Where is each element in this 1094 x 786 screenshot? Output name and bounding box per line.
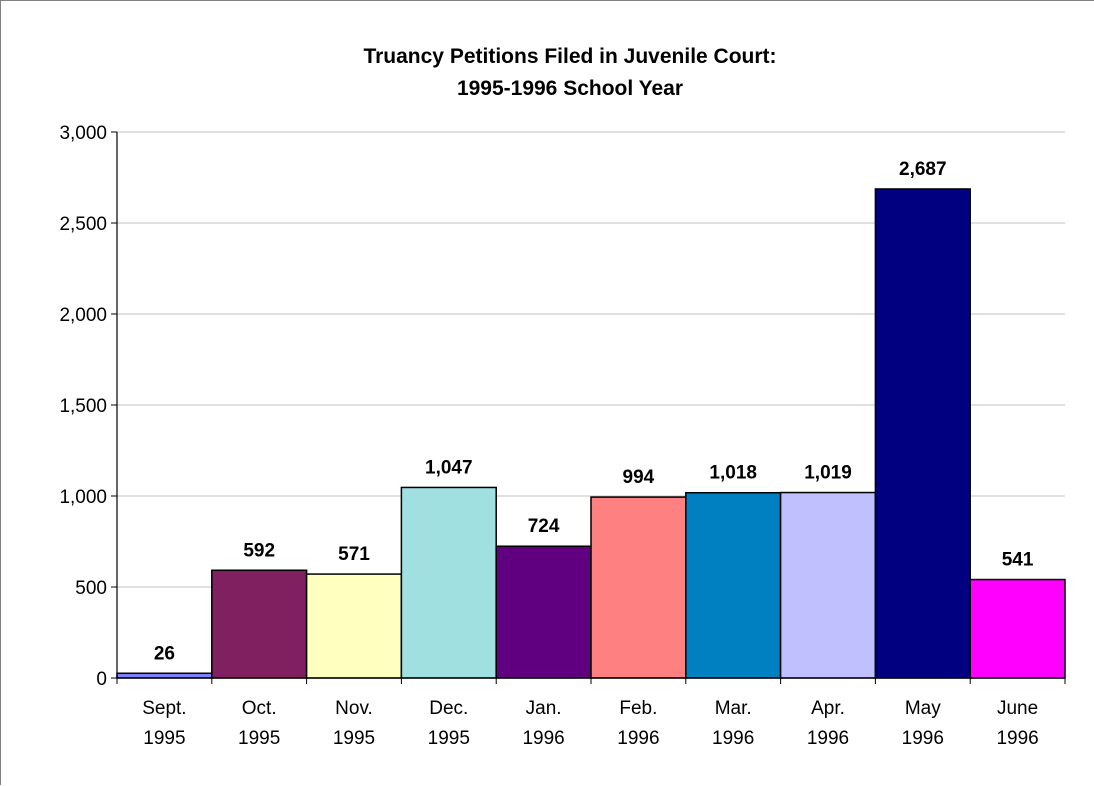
x-tick-label: 1996 — [522, 728, 564, 749]
data-label: 724 — [528, 516, 560, 537]
y-tick-label: 3,000 — [59, 123, 107, 144]
data-label: 1,019 — [804, 463, 852, 484]
x-tick-label: 1996 — [807, 728, 849, 749]
x-tick-label: Sept. — [142, 698, 186, 719]
y-tick-label: 0 — [96, 669, 107, 690]
x-tick-label: 1995 — [238, 728, 280, 749]
bar — [305, 573, 403, 679]
bar — [874, 188, 971, 679]
axes — [111, 131, 1066, 684]
bar — [495, 545, 592, 679]
chart-title-line-2: 1995-1996 School Year — [457, 77, 683, 100]
y-tick-label: 1,500 — [59, 396, 107, 417]
x-tick-label: 1995 — [143, 728, 185, 749]
x-tick-label: 1996 — [712, 728, 754, 749]
x-tick-label: Dec. — [429, 698, 468, 719]
y-tick-label: 500 — [75, 578, 107, 599]
x-tick-label: May — [905, 698, 941, 719]
bars — [116, 188, 1066, 679]
data-label: 1,047 — [425, 457, 473, 478]
x-tick-label: Nov. — [335, 698, 373, 719]
data-label: 1,018 — [709, 463, 757, 484]
x-tick-label: 1995 — [333, 728, 375, 749]
x-tick-label: Jan. — [526, 698, 562, 719]
data-label: 26 — [154, 643, 175, 664]
x-tick-label: Feb. — [619, 698, 657, 719]
x-tick-label: Oct. — [242, 698, 277, 719]
data-label: 2,687 — [899, 159, 947, 180]
bar — [116, 672, 213, 679]
x-tick-label: Mar. — [715, 698, 752, 719]
bar — [400, 486, 497, 679]
chart-title-line-1: Truancy Petitions Filed in Juvenile Cour… — [363, 45, 776, 68]
bar — [211, 569, 308, 679]
x-tick-label: 1995 — [428, 728, 470, 749]
x-tick-label: Apr. — [811, 698, 845, 719]
bar — [779, 491, 877, 679]
data-label: 994 — [623, 467, 655, 488]
y-tick-label: 1,000 — [59, 487, 107, 508]
x-tick-label: 1996 — [902, 728, 944, 749]
y-tick-label: 2,500 — [59, 214, 107, 235]
x-tick-label: June — [997, 698, 1038, 719]
bar — [969, 578, 1066, 679]
bar — [685, 491, 782, 679]
labels: 0 500 1,000 1,500 2,000 2,500 3,000 26 Sept. 1995… — [59, 123, 1038, 749]
bar — [590, 496, 687, 679]
data-label: 571 — [338, 544, 370, 565]
y-tick-label: 2,000 — [59, 305, 107, 326]
data-label: 592 — [243, 540, 275, 561]
x-tick-label: 1996 — [996, 728, 1038, 749]
x-tick-label: 1996 — [617, 728, 659, 749]
data-label: 541 — [1002, 550, 1034, 571]
